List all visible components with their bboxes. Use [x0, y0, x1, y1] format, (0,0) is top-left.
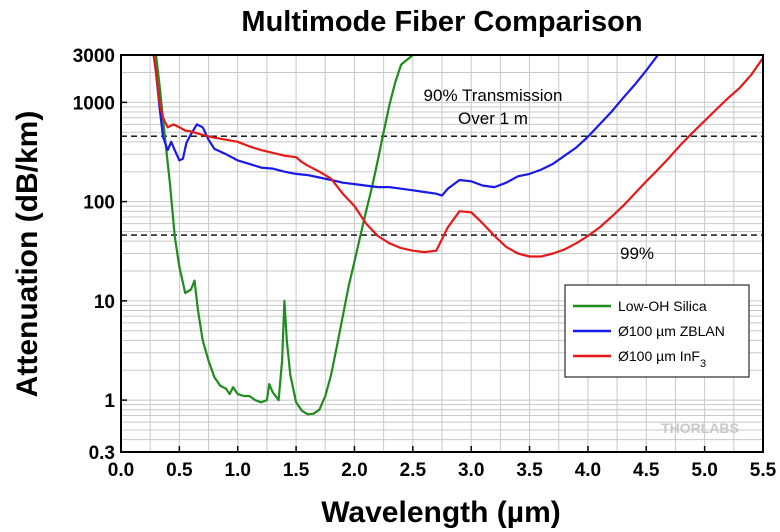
y-tick-label: 1	[104, 391, 115, 412]
x-axis-label: Wavelength (µm)	[321, 496, 561, 529]
x-tick-label: 3.0	[458, 460, 484, 481]
plot-frame	[120, 54, 764, 453]
y-ticks: 0.3 1 10 100 1000 3000	[73, 46, 127, 464]
series-line-0	[154, 54, 414, 416]
y-tick-label: 100	[83, 193, 115, 214]
x-tick-label: 4.5	[633, 460, 660, 481]
x-tick-label: 2.5	[400, 460, 427, 481]
y-axis-label: Attenuation (dB/km)	[11, 111, 44, 398]
reference-lines	[121, 135, 763, 236]
series-line-2	[152, 54, 764, 258]
chart-title: Multimode Fiber Comparison	[241, 6, 642, 38]
annotation-90-transmission: 90% Transmission	[424, 86, 563, 105]
legend-label-0: Low-OH Silica	[618, 298, 707, 314]
annotation-99-percent: 99%	[620, 244, 654, 263]
series-line-1	[152, 54, 659, 197]
y-tick-label: 3000	[73, 46, 115, 67]
x-tick-label: 1.0	[225, 460, 251, 481]
x-tick-label: 0.0	[108, 460, 134, 481]
y-tick-label: 1000	[73, 93, 115, 114]
legend-label-1: Ø100 µm ZBLAN	[618, 323, 725, 339]
x-tick-label: 1.5	[283, 460, 310, 481]
x-tick-label: 3.5	[516, 460, 543, 481]
x-tick-label: 5.0	[691, 460, 717, 481]
x-ticks: 0.0 0.5 1.0 1.5 2.0 2.5 3.0 3.5 4.0 4.5 5.0 5.5	[108, 446, 777, 481]
x-tick-label: 2.0	[341, 460, 367, 481]
x-tick-label: 0.5	[166, 460, 193, 481]
x-tick-label: 5.5	[750, 460, 777, 481]
x-tick-label: 4.0	[575, 460, 601, 481]
thorlabs-watermark: THORLABS	[661, 420, 739, 436]
grid	[121, 55, 763, 453]
y-tick-label: 0.3	[89, 443, 115, 464]
series-group	[152, 54, 764, 416]
y-tick-label: 10	[94, 292, 115, 313]
annotation-over-1m: Over 1 m	[458, 109, 528, 128]
